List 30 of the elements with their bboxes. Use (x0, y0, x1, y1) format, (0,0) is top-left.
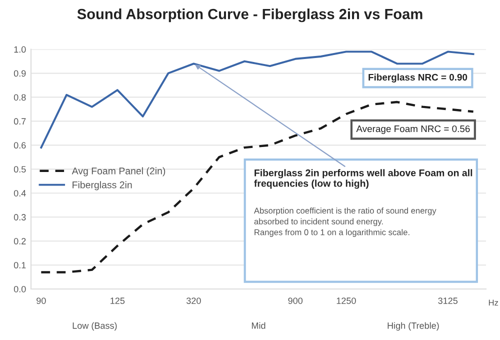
line-series (40, 50, 474, 149)
x-tick-label: 900 (288, 298, 303, 304)
y-tick-label: 0.5 (14, 166, 26, 173)
x-tick-label: 1250 (336, 298, 356, 304)
x-tick-label: 3125 (438, 298, 458, 304)
text: Mid (252, 322, 266, 329)
annotation: Fiberglass NRC = 0.90 (368, 74, 468, 82)
line-series (40, 100, 474, 274)
text: Low (Bass) (72, 322, 117, 331)
y-tick-label: 0.4 (14, 190, 26, 196)
legend-label: Avg Foam Panel (2in) (72, 167, 166, 176)
y-tick-label: 1.0 (14, 46, 26, 53)
y-tick-label: 0.7 (14, 118, 26, 125)
y-tick-label: 0.3 (14, 214, 26, 220)
annotation: Fiberglass 2in performs well above Foam on all frequencies (low to high) (254, 169, 472, 189)
y-tick-label: 0.0 (14, 286, 26, 292)
legend-label: Fiberglass 2in (72, 181, 132, 190)
annotation: Absorption coefficient is the ratio of sound energy absorbed to incident sound energy. Ranges from 0 to 1 on a logarithmic scale. (254, 208, 436, 237)
x-tick-label: 320 (186, 298, 201, 304)
y-tick-label: 0.2 (14, 238, 26, 244)
y-tick-label: 0.9 (14, 70, 26, 77)
y-tick-label: 0.1 (14, 262, 26, 268)
y-tick-label: 0.8 (14, 94, 26, 101)
annotation: Average Foam NRC = 0.56 (356, 125, 470, 134)
y-tick-label: 0.6 (14, 142, 26, 149)
chart-title: Sound Absorption Curve - Fiberglass 2in vs Foam (77, 8, 422, 22)
x-tick-label: 90 (36, 298, 46, 304)
text: High (Treble) (388, 322, 439, 331)
x-tick-label: 125 (110, 298, 125, 304)
text: Hz (488, 300, 498, 306)
